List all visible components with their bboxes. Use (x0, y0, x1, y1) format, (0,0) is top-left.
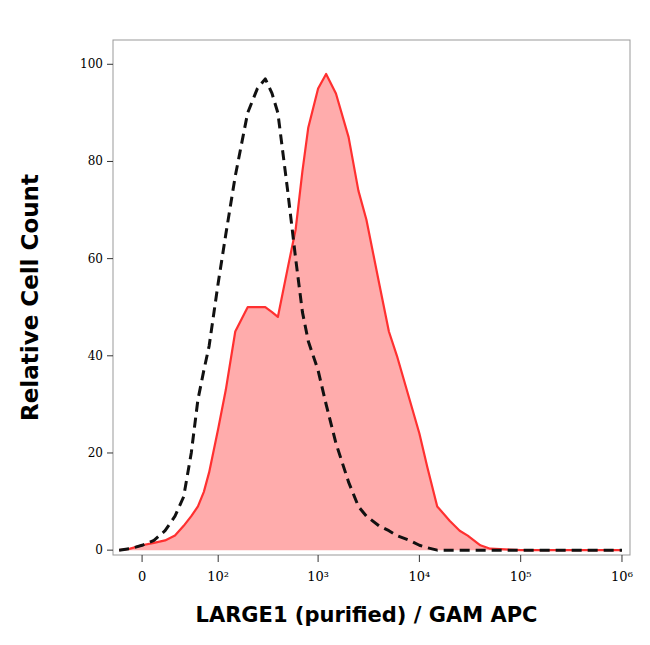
x-axis-title: LARGE1 (purified) / GAM APC (196, 603, 538, 627)
y-tick-label: 0 (95, 543, 103, 557)
y-axis-title: Relative Cell Count (17, 174, 43, 421)
x-tick-label: 10² (207, 569, 229, 584)
x-tick-label: 10³ (307, 569, 329, 584)
area-outline (119, 74, 622, 550)
x-tick (218, 555, 219, 562)
x-tick (621, 555, 622, 562)
x-tick-label: 10⁴ (409, 569, 431, 584)
chart: 0 20 40 60 80 100 0 10² 10³ 10⁴ 10⁵ 10⁶ Relative Cel… (0, 0, 650, 645)
x-tick-label: 10⁶ (611, 569, 633, 584)
plot-area (119, 74, 622, 550)
y-tick (107, 550, 113, 551)
y-tick-label: 80 (88, 154, 103, 168)
x-tick (520, 555, 521, 562)
y-tick (107, 64, 113, 65)
area-fill (119, 74, 622, 550)
line (119, 79, 622, 550)
y-tick (107, 258, 113, 259)
x-tick (142, 555, 143, 562)
plot-frame (113, 40, 630, 555)
y-tick-label: 60 (88, 252, 103, 266)
y-tick-label: 20 (88, 446, 103, 460)
y-tick-label: 100 (80, 57, 103, 71)
y-tick (107, 161, 113, 162)
x-tick-label: 10⁵ (510, 569, 532, 584)
x-tick (318, 555, 319, 562)
y-tick (107, 452, 113, 453)
y-tick-label: 40 (88, 349, 103, 363)
y-tick (107, 355, 113, 356)
x-tick-label: 0 (138, 569, 146, 584)
x-tick (419, 555, 420, 562)
